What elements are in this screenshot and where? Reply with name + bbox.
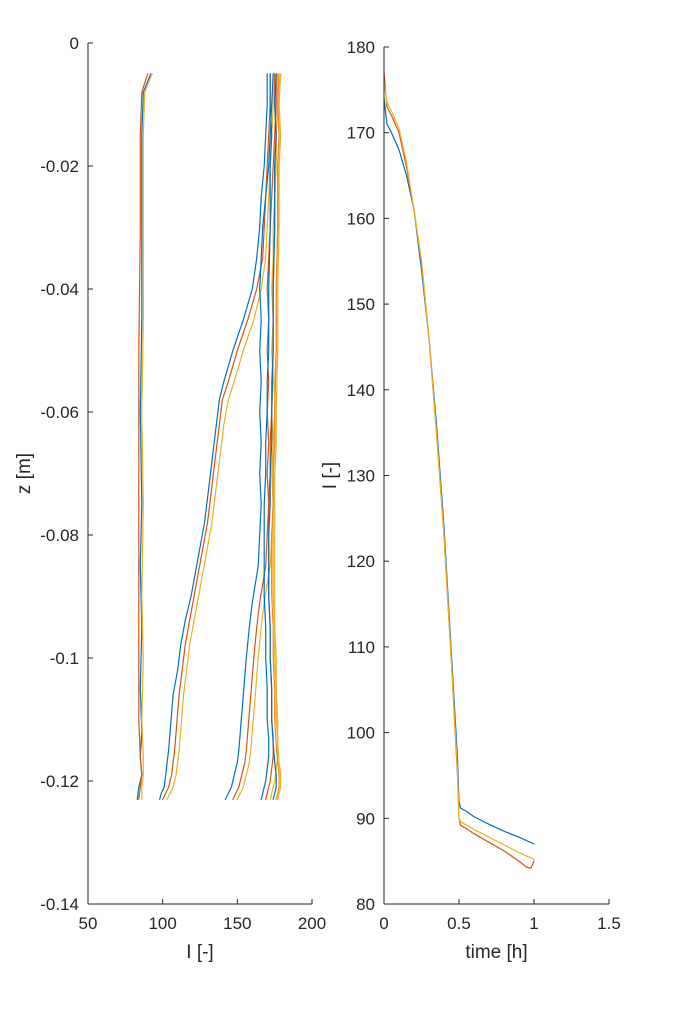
y-tick-label: -0.04: [40, 280, 79, 299]
y-tick-label: 0: [70, 34, 79, 53]
y-tick-label: -0.12: [40, 772, 79, 791]
x-tick-label: 150: [223, 914, 251, 933]
y-tick-label: 130: [347, 467, 375, 486]
series-line-9: [260, 73, 273, 801]
series-line-1: [138, 73, 149, 801]
series-line-3: [159, 73, 268, 801]
series-line-13: [271, 73, 280, 801]
y-tick-label: 180: [347, 38, 375, 57]
series-line-14: [274, 73, 282, 801]
x-tick-label: 0.5: [447, 914, 471, 933]
series-line-6: [224, 73, 274, 801]
x-axis: 50 100 150 200: [79, 899, 326, 933]
series-group: [383, 72, 535, 869]
x-tick-label: 200: [298, 914, 326, 933]
y-tick-label: -0.14: [40, 895, 79, 914]
y-tick-label: 110: [348, 638, 375, 657]
y-tick-label: 100: [347, 724, 375, 743]
x-tick-label: 50: [79, 914, 98, 933]
series-line-5: [166, 73, 274, 801]
y-axis-label: I [-]: [320, 462, 341, 489]
y-tick-label: 90: [356, 809, 375, 828]
y-tick-label: 120: [347, 552, 375, 571]
x-axis: 0 0.5 1 1.5: [379, 899, 621, 933]
y-tick-label: 150: [347, 295, 375, 314]
y-tick-label: 140: [347, 381, 375, 400]
y-tick-label: 160: [347, 209, 375, 228]
y-tick-label: 80: [356, 895, 375, 914]
y-tick-label: -0.06: [40, 403, 79, 422]
x-tick-label: 0: [379, 914, 388, 933]
series-line-12: [268, 73, 277, 801]
x-tick-label: 1.5: [597, 914, 621, 933]
series-line-4: [162, 73, 271, 801]
x-tick-label: 100: [148, 914, 176, 933]
x-tick-label: 1: [529, 914, 538, 933]
time-series-chart: 0 0.5 1 1.5 80 90 100 110 120 130 140 150 160 170 180…: [320, 38, 621, 963]
y-axis-label: z [m]: [14, 453, 35, 494]
y-axis: 80 90 100 110 120 130 140 150 160 170 180: [347, 38, 389, 914]
y-tick-label: -0.08: [40, 526, 79, 545]
series-group: [136, 73, 282, 801]
depth-profile-chart: 50 100 150 200 -0.14 -0.12 -0.1 -0.08 -0.06 -0.0…: [14, 34, 326, 963]
series-line-2: [383, 80, 535, 861]
series-line-2: [141, 73, 153, 801]
x-axis-label: time [h]: [465, 942, 527, 963]
y-tick-label: 170: [347, 124, 375, 143]
y-tick-label: -0.02: [40, 157, 79, 176]
x-axis-label: I [-]: [186, 942, 213, 963]
y-tick-label: -0.1: [50, 649, 79, 668]
y-axis: -0.14 -0.12 -0.1 -0.08 -0.06 -0.04 -0.02 0: [40, 34, 93, 914]
